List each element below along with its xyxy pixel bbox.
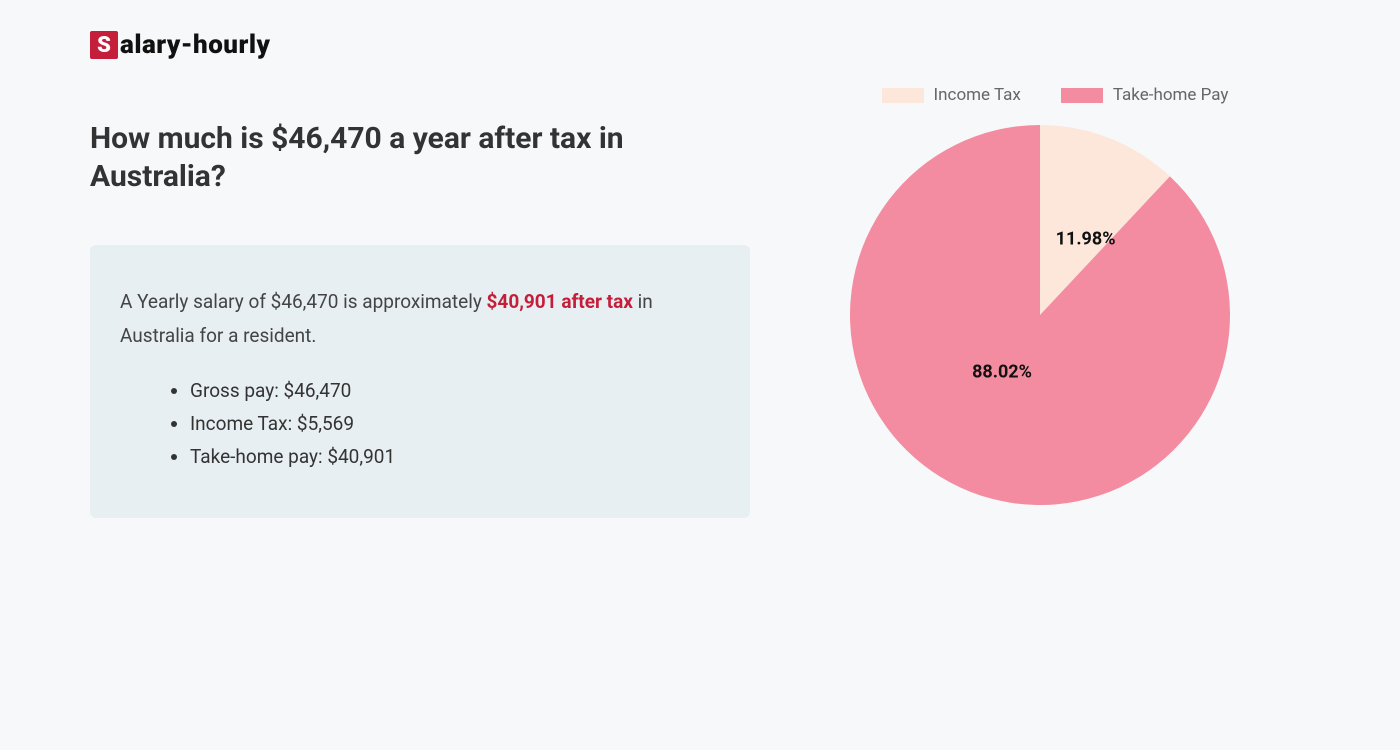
summary-highlight: $40,901 after tax: [487, 290, 633, 313]
main-content: How much is $46,470 a year after tax in …: [90, 120, 1310, 518]
legend-item: Income Tax: [882, 85, 1021, 105]
pie-data-label: 11.98%: [1056, 229, 1116, 250]
bullet-item: Gross pay: $46,470: [190, 379, 720, 402]
chart-legend: Income Tax Take-home Pay: [852, 85, 1229, 105]
bullet-item: Take-home pay: $40,901: [190, 445, 720, 468]
legend-swatch: [882, 88, 924, 103]
legend-swatch: [1061, 88, 1103, 103]
logo-badge: S: [90, 31, 118, 59]
summary-sentence: A Yearly salary of $46,470 is approximat…: [120, 285, 720, 353]
legend-label: Take-home Pay: [1113, 85, 1229, 105]
logo-text: alary-hourly: [120, 30, 270, 60]
chart-column: Income Tax Take-home Pay 11.98% 88.02%: [810, 85, 1270, 505]
site-logo: S alary-hourly: [90, 30, 1310, 60]
legend-item: Take-home Pay: [1061, 85, 1229, 105]
pie-data-label: 88.02%: [972, 362, 1032, 383]
pie-chart: 11.98% 88.02%: [850, 125, 1230, 505]
summary-pre: A Yearly salary of $46,470 is approximat…: [120, 290, 487, 313]
left-column: How much is $46,470 a year after tax in …: [90, 120, 750, 518]
summary-box: A Yearly salary of $46,470 is approximat…: [90, 245, 750, 518]
page-title: How much is $46,470 a year after tax in …: [90, 120, 750, 195]
bullet-item: Income Tax: $5,569: [190, 412, 720, 435]
summary-bullets: Gross pay: $46,470 Income Tax: $5,569 Ta…: [120, 379, 720, 468]
legend-label: Income Tax: [934, 85, 1021, 105]
